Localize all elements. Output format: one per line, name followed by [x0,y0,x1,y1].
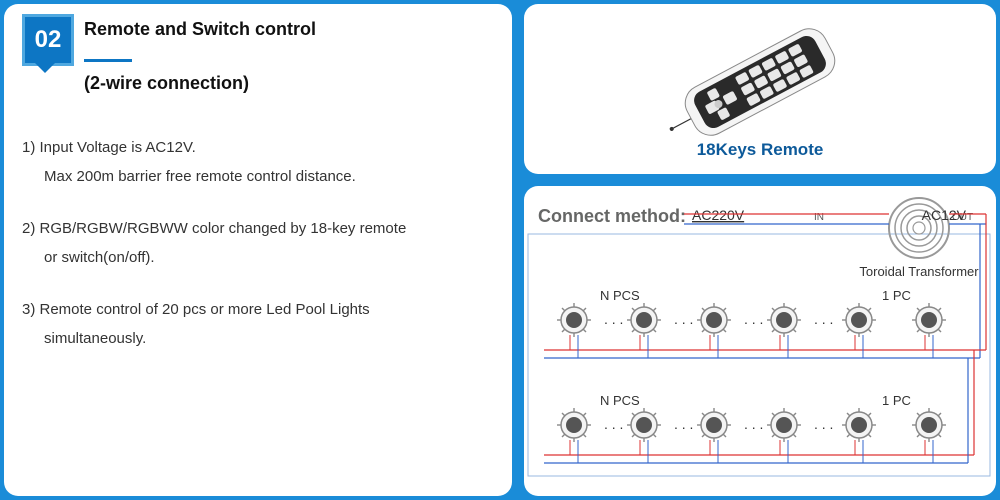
spec3-line2: simultaneously. [22,328,494,351]
svg-text:. . .: . . . [744,416,763,432]
ac12-label: AC12V [922,207,967,223]
right-column: 18Keys Remote Connect method: Toroidal T… [524,4,996,496]
wiring-diagram: Toroidal Transformer AC220V IN OUT AC12V [524,190,994,480]
spec-list: 1) Input Voltage is AC12V. Max 200m barr… [22,137,494,380]
svg-text:. . .: . . . [604,311,623,327]
row1-1pc: 1 PC [882,288,911,303]
spec-item-3: 3) Remote control of 20 pcs or more Led … [22,299,494,350]
spec2-line2: or switch(on/off). [22,247,494,270]
spec3-line1: 3) Remote control of 20 pcs or more Led … [22,301,370,318]
spec1-line1: 1) Input Voltage is AC12V. [22,139,196,156]
row2-1pc: 1 PC [882,393,911,408]
remote-icon [650,22,870,142]
svg-text:. . .: . . . [674,311,693,327]
spec2-line1: 2) RGB/RGBW/RGBWW color changed by 18-ke… [22,220,406,237]
title-underline [84,59,132,62]
svg-text:. . .: . . . [814,416,833,432]
remote-panel: 18Keys Remote [524,4,996,174]
diagram-panel: Connect method: Toroidal Transformer AC2… [524,186,996,496]
svg-text:. . .: . . . [814,311,833,327]
row2-npcs: N PCS [600,393,640,408]
title-line2: (2-wire connection) [84,70,316,97]
svg-text:. . .: . . . [674,416,693,432]
spec1-line2: Max 200m barrier free remote control dis… [22,166,494,189]
svg-text:. . .: . . . [604,416,623,432]
row1-npcs: N PCS [600,288,640,303]
header: 02 Remote and Switch control (2-wire con… [22,14,494,97]
svg-text:. . .: . . . [744,311,763,327]
title-line1: Remote and Switch control [84,16,316,43]
ac220-label: AC220V [692,207,745,223]
remote-label: 18Keys Remote [697,140,824,160]
title-block: Remote and Switch control (2-wire connec… [84,14,316,97]
left-panel: 02 Remote and Switch control (2-wire con… [4,4,512,496]
transformer-label: Toroidal Transformer [859,264,979,279]
spec-item-2: 2) RGB/RGBW/RGBWW color changed by 18-ke… [22,218,494,269]
section-number-badge: 02 [22,14,74,66]
spec-item-1: 1) Input Voltage is AC12V. Max 200m barr… [22,137,494,188]
